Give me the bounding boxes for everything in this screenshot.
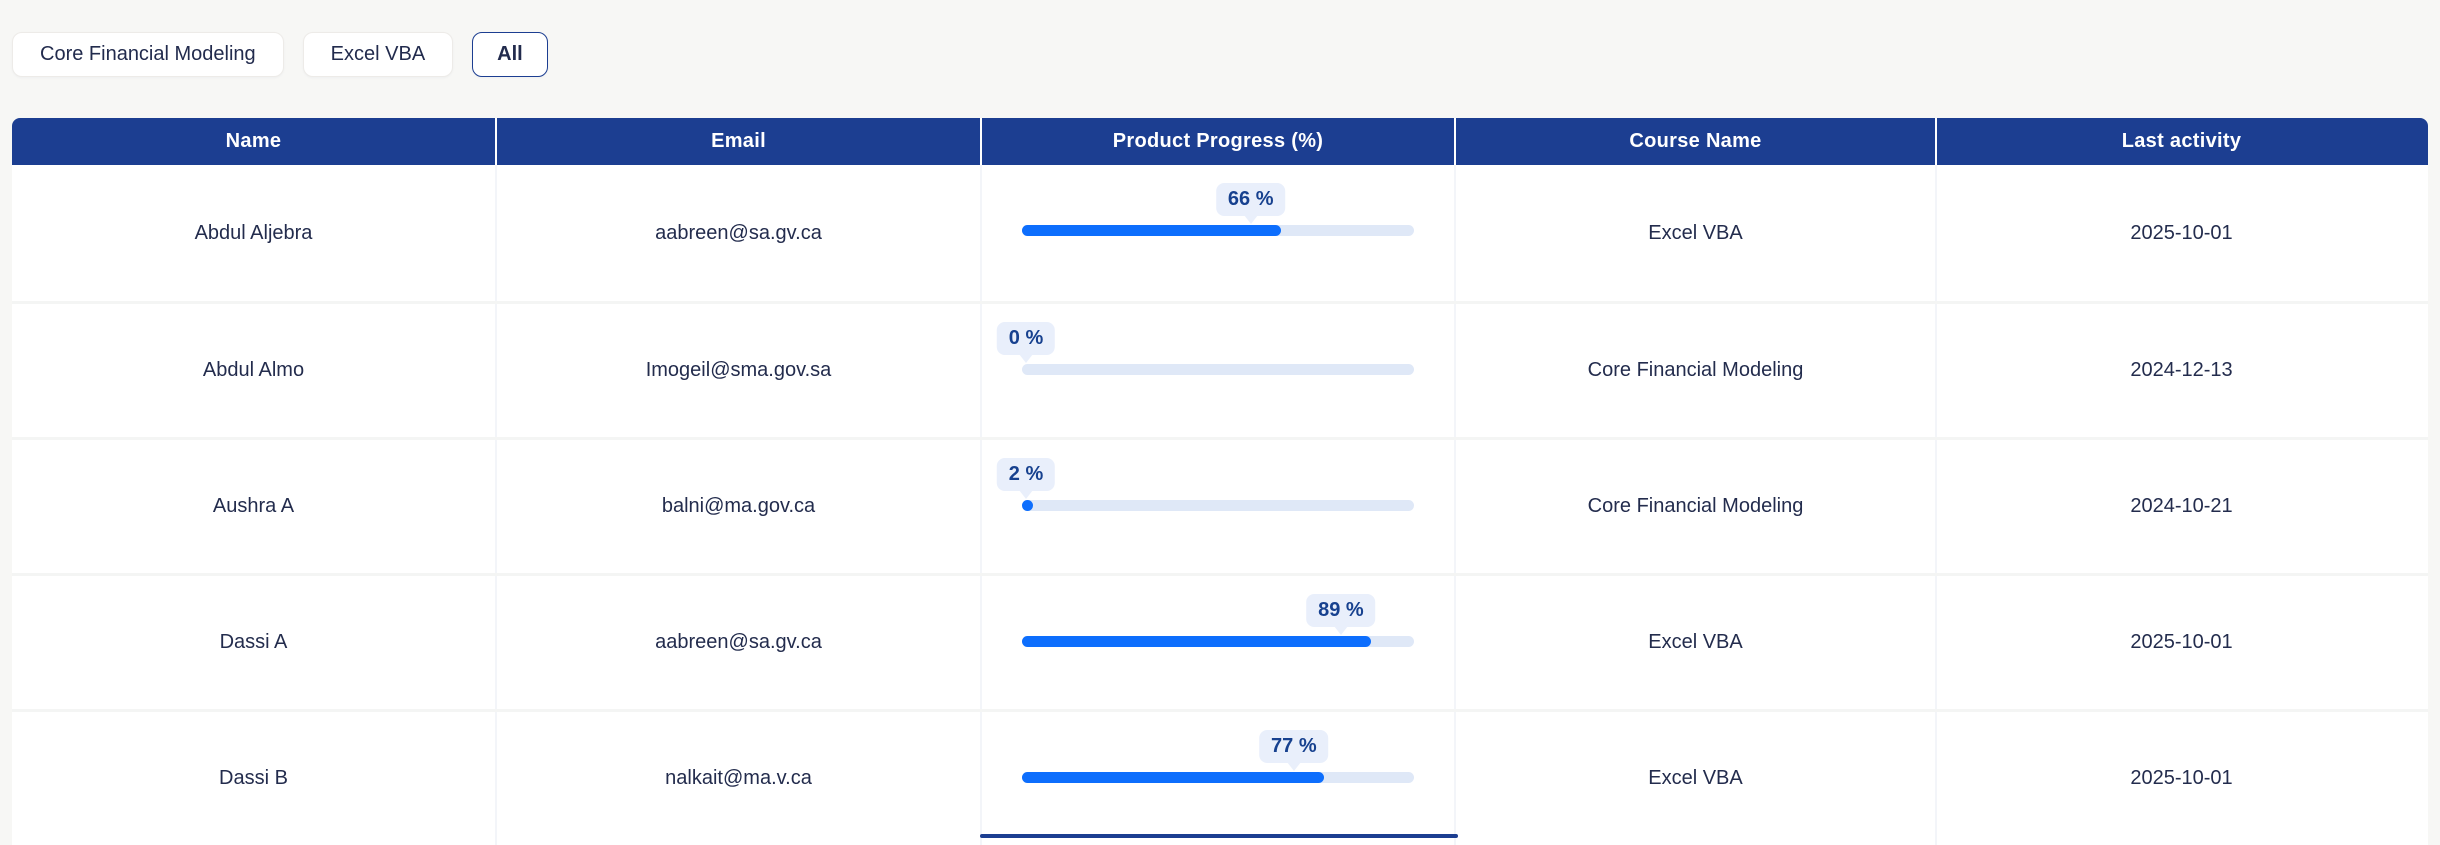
cell-name: Dassi A xyxy=(12,576,497,709)
table-body: Abdul Aljebra aabreen@sa.gv.ca 66 % Exce… xyxy=(12,165,2428,845)
column-header-product-progress[interactable]: Product Progress (%) xyxy=(982,118,1456,165)
cell-product-progress: 89 % xyxy=(982,576,1456,709)
course-filter-bar: Core Financial Modeling Excel VBA All xyxy=(12,32,548,77)
progress-track xyxy=(1022,500,1414,511)
cell-name: Abdul Almo xyxy=(12,304,497,437)
table-row: Dassi B nalkait@ma.v.ca 77 % Excel VBA 2… xyxy=(12,709,2428,845)
progress-badge-pointer-icon xyxy=(1243,215,1258,224)
progress-badge-pointer-icon xyxy=(1019,354,1033,363)
cell-email: nalkait@ma.v.ca xyxy=(497,712,982,845)
progress-track xyxy=(1022,364,1414,375)
column-header-email[interactable]: Email xyxy=(497,118,982,165)
progress-track xyxy=(1022,225,1414,236)
column-header-last-activity[interactable]: Last activity xyxy=(2121,130,2242,152)
progress-fill xyxy=(1022,225,1281,236)
table-row: Abdul Aljebra aabreen@sa.gv.ca 66 % Exce… xyxy=(12,165,2428,301)
cell-email: aabreen@sa.gv.ca xyxy=(497,165,982,301)
progress-fill xyxy=(1022,500,1033,511)
cell-product-progress: 0 % xyxy=(982,304,1456,437)
cell-name: Dassi B xyxy=(12,712,497,845)
filter-button-core-financial-modeling[interactable]: Core Financial Modeling xyxy=(12,32,284,77)
cell-course-name: Excel VBA xyxy=(1456,712,1937,845)
cell-name: Aushra A xyxy=(12,440,497,573)
progress-value-badge: 0 % xyxy=(996,322,1056,355)
progress-bar: 66 % xyxy=(1022,165,1414,301)
cell-last-activity: 2024-12-13 xyxy=(2130,359,2233,381)
progress-track xyxy=(1022,636,1414,647)
progress-value-badge: 66 % xyxy=(1215,183,1286,216)
cell-course-name: Excel VBA xyxy=(1456,165,1937,301)
cell-product-progress: 66 % xyxy=(982,165,1456,301)
cell-course-name: Excel VBA xyxy=(1456,576,1937,709)
filter-button-all[interactable]: All xyxy=(472,32,548,77)
cell-last-activity: 2025-10-01 xyxy=(2130,767,2233,789)
cell-email: aabreen@sa.gv.ca xyxy=(497,576,982,709)
progress-badge-pointer-icon xyxy=(1286,762,1301,771)
table-row: Aushra A balni@ma.gov.ca 2 % Core Financ… xyxy=(12,437,2428,573)
cell-course-name: Core Financial Modeling xyxy=(1456,440,1937,573)
students-progress-table: Name Email Product Progress (%) Course N… xyxy=(12,118,2428,845)
progress-fill xyxy=(1022,772,1324,783)
progress-bar: 0 % xyxy=(996,304,1414,437)
progress-value-badge: 2 % xyxy=(996,458,1056,491)
cell-email: Imogeil@sma.gov.sa xyxy=(497,304,982,437)
cell-name: Abdul Aljebra xyxy=(12,165,497,301)
table-row: Abdul Almo Imogeil@sma.gov.sa 0 % Core F… xyxy=(12,301,2428,437)
filter-button-excel-vba[interactable]: Excel VBA xyxy=(302,32,454,77)
progress-value-badge: 77 % xyxy=(1259,730,1329,763)
progress-bar: 2 % xyxy=(996,440,1414,573)
table-row: Dassi A aabreen@sa.gv.ca 89 % Excel VBA … xyxy=(12,573,2428,709)
cell-last-activity: 2025-10-01 xyxy=(2130,221,2233,244)
cell-course-name: Core Financial Modeling xyxy=(1456,304,1937,437)
cell-product-progress: 77 % xyxy=(982,712,1456,845)
cell-email: balni@ma.gov.ca xyxy=(497,440,982,573)
progress-value-badge: 89 % xyxy=(1306,594,1376,627)
column-header-course-name[interactable]: Course Name xyxy=(1456,118,1937,165)
progress-bar: 77 % xyxy=(1022,712,1414,845)
cell-product-progress: 2 % xyxy=(982,440,1456,573)
cell-last-activity: 2025-10-01 xyxy=(2130,631,2233,653)
horizontal-scrollbar-thumb[interactable] xyxy=(980,834,1458,838)
progress-bar: 89 % xyxy=(1022,576,1414,709)
table-header-row: Name Email Product Progress (%) Course N… xyxy=(12,118,2428,165)
cell-last-activity: 2024-10-21 xyxy=(2130,495,2233,517)
progress-badge-pointer-icon xyxy=(1333,626,1348,635)
progress-fill xyxy=(1022,636,1371,647)
progress-track xyxy=(1022,772,1414,783)
column-header-name[interactable]: Name xyxy=(12,118,497,165)
progress-badge-pointer-icon xyxy=(1019,490,1033,499)
